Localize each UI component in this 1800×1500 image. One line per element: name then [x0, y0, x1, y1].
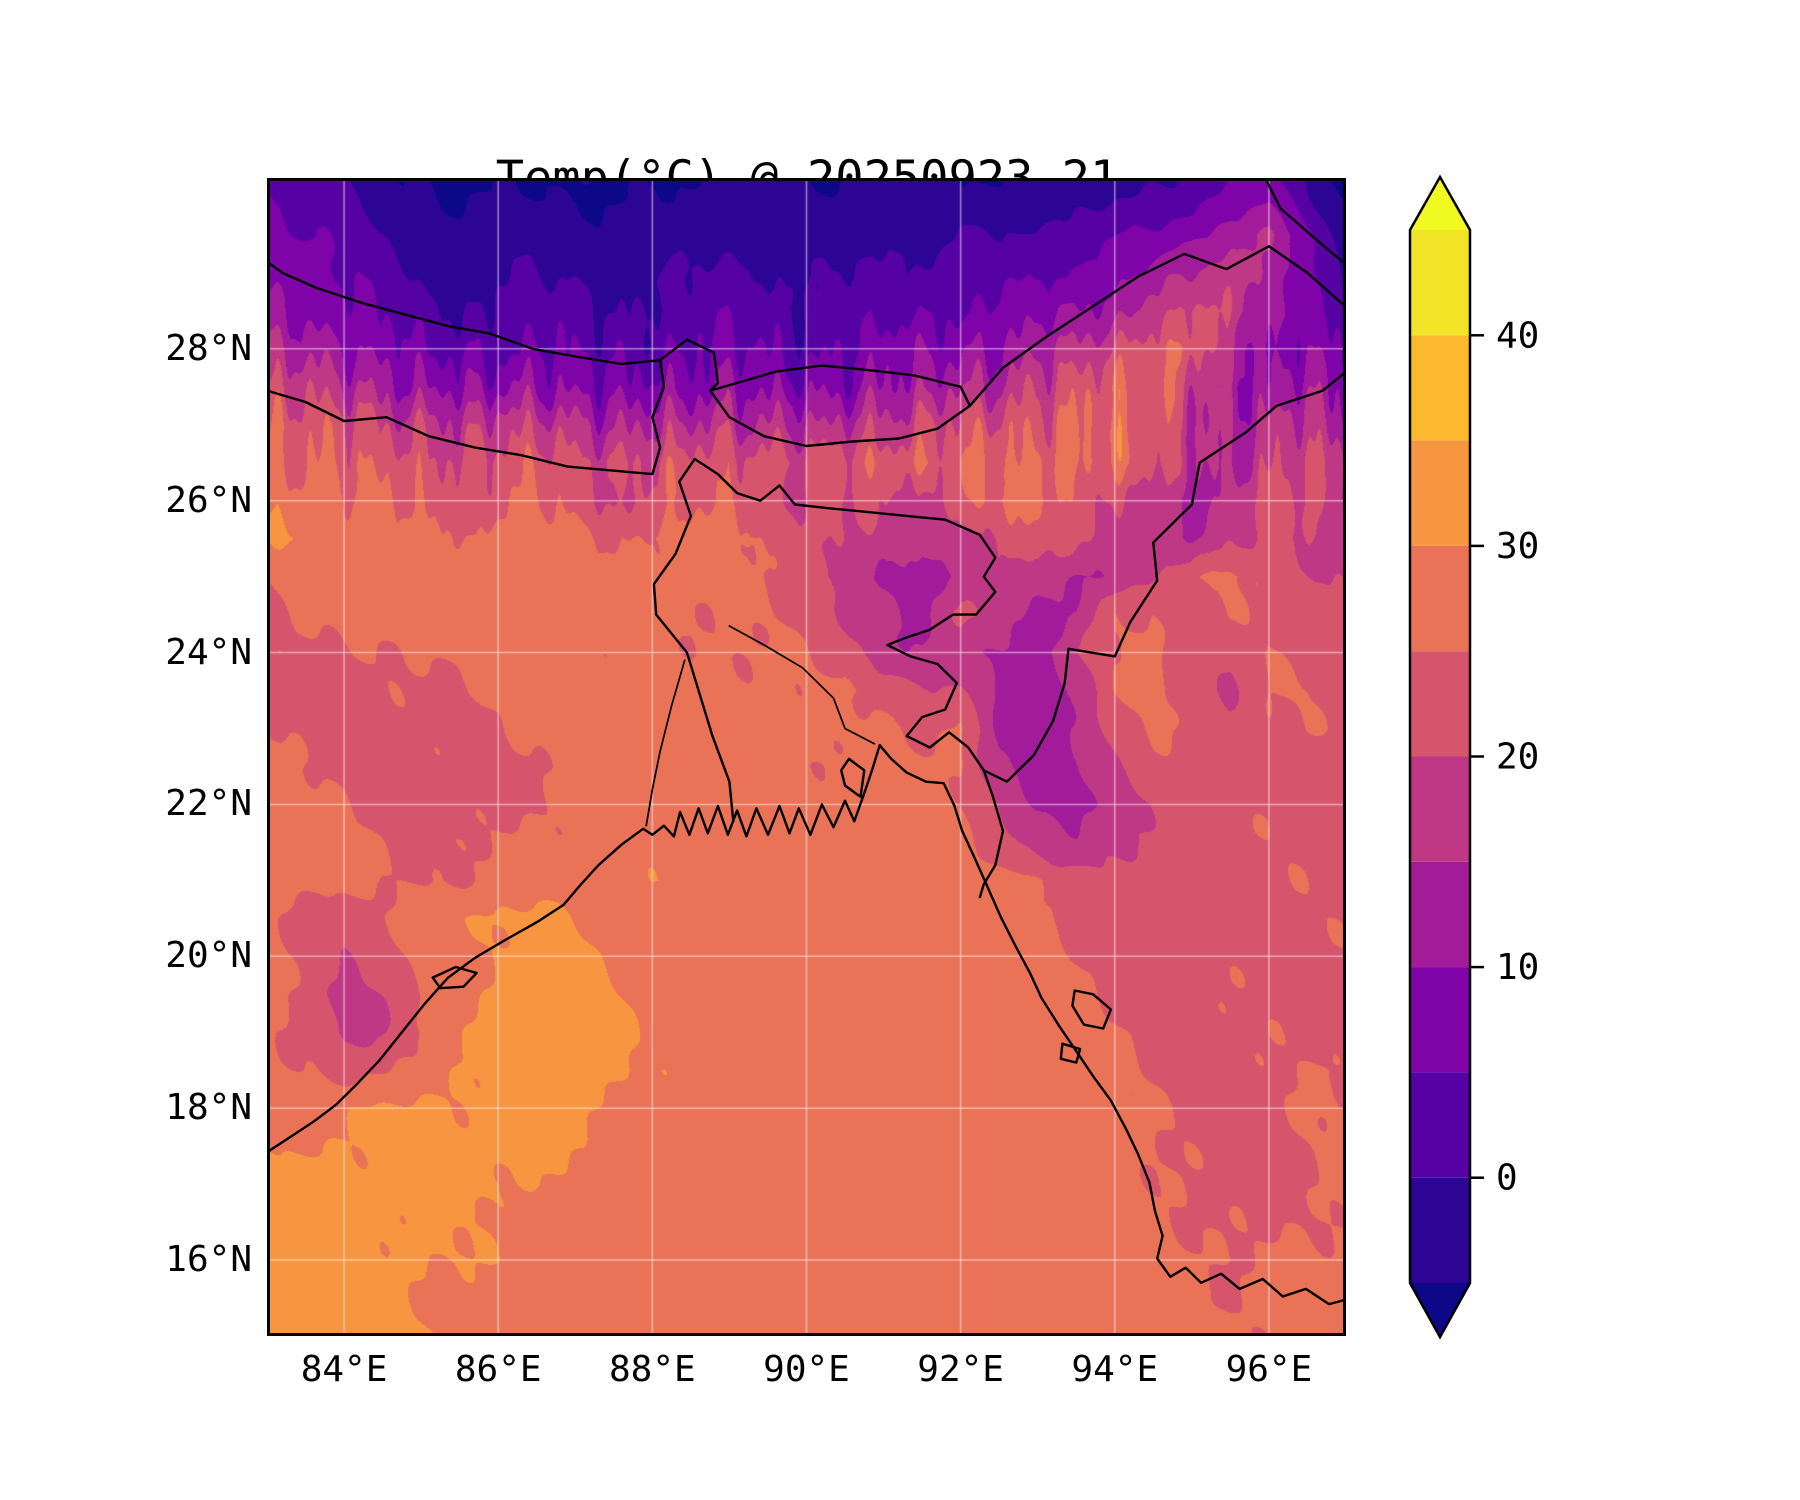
nepal-border [267, 260, 666, 476]
temperature-field-canvas [267, 178, 1346, 1336]
colorbar-under-arrow [1410, 1283, 1470, 1337]
coastline [267, 744, 1346, 1306]
colorbar-segment [1410, 1072, 1470, 1178]
lat-tick-label-20: 20°N [165, 935, 252, 977]
lat-tick-label-18: 18°N [165, 1087, 252, 1129]
colorbar-tick-label-0: 0 [1496, 1158, 1518, 1199]
lon-tick-label-96: 96°E [1225, 1349, 1313, 1390]
colorbar-segment [1410, 335, 1470, 441]
colorbar-segment [1410, 651, 1470, 757]
colorbar-over-arrow [1410, 177, 1470, 230]
lon-tick-label-88: 88°E [608, 1349, 696, 1390]
colorbar-tick-label-30: 30 [1496, 526, 1539, 567]
china-myanmar-border [1263, 178, 1344, 263]
lon-tick-label-94: 94°E [1071, 1349, 1159, 1390]
colorbar-segment [1410, 967, 1470, 1073]
lat-tick-label-24: 24°N [165, 631, 252, 673]
lon-tick-label-92: 92°E [917, 1349, 1004, 1390]
coastline-border-overlay [267, 178, 1346, 1336]
river-hooghly [645, 659, 686, 827]
map-frame [267, 178, 1346, 1336]
colorbar-tick-label-20: 20 [1496, 737, 1539, 778]
colorbar: 40 30 20 10 0 [1408, 174, 1539, 1340]
sikkim-border [658, 338, 720, 392]
colorbar-segment [1410, 1177, 1470, 1283]
island-cheduba [1059, 1042, 1082, 1064]
lat-tick-label-22: 22°N [165, 783, 252, 825]
colorbar-segment [1410, 230, 1470, 336]
island-ramree [1071, 989, 1113, 1030]
bangladesh-border [652, 457, 1005, 899]
lat-tick-label-16: 16°N [165, 1239, 252, 1281]
bhutan-border [709, 364, 972, 448]
colorbar-segment [1410, 440, 1470, 546]
india-myanmar-border [982, 370, 1346, 783]
river-meghna [728, 625, 876, 745]
lon-tick-label-90: 90°E [763, 1349, 850, 1390]
lon-tick-label-86: 86°E [454, 1349, 542, 1390]
chilika-lake [431, 965, 478, 990]
arunachal-china-border [968, 245, 1346, 407]
colorbar-outline [1408, 174, 1472, 1340]
lat-tick-label-28: 28°N [165, 327, 252, 369]
colorbar-segment [1410, 861, 1470, 968]
colorbar-segment [1410, 545, 1470, 652]
lon-tick-label-84: 84°E [300, 1349, 388, 1390]
colorbar-segment [1410, 756, 1470, 862]
lat-tick-label-26: 26°N [165, 479, 252, 521]
island-bhola [840, 757, 866, 799]
map-panel [267, 178, 1346, 1336]
colorbar-tick-label-40: 40 [1496, 315, 1539, 356]
colorbar-tick-label-10: 10 [1496, 947, 1539, 988]
